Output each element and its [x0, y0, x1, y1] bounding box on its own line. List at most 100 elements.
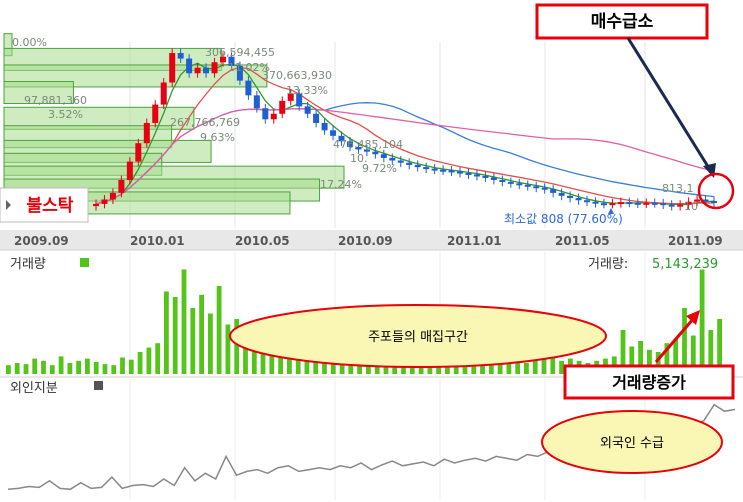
volume-bar	[699, 269, 705, 374]
moving-averages	[95, 62, 715, 206]
volume-bar	[664, 343, 670, 374]
volume-bar	[41, 360, 46, 374]
candle-body	[152, 104, 159, 123]
profile-pct-label: 13.33%	[286, 84, 328, 97]
left-tag-text: 불스탁	[27, 196, 74, 216]
volume-bar	[260, 343, 266, 374]
profile-pct-label: 3.52%	[48, 108, 83, 121]
candle-body	[194, 67, 201, 74]
volume-bar	[23, 364, 29, 374]
volume-bar	[155, 343, 161, 374]
candle-body	[228, 56, 235, 66]
volume-bar	[690, 335, 696, 374]
candle-body	[482, 175, 489, 178]
candle-body	[558, 192, 565, 196]
volume-bar	[506, 358, 512, 374]
volume-bar	[524, 363, 529, 374]
profile-value-label: 267,766,769	[170, 116, 240, 129]
volume-bar	[225, 324, 231, 374]
candle-body	[685, 201, 692, 205]
candle-body	[668, 204, 675, 207]
profile-value-label: 370,663,930	[262, 69, 332, 82]
volume-bar	[190, 308, 196, 374]
volume-bar	[638, 341, 643, 374]
volume-title: 거래량	[10, 257, 46, 272]
foreign-flow-text: 외국인 수급	[600, 436, 664, 451]
min-value-arrow-icon	[608, 208, 614, 214]
candle-body	[397, 160, 404, 163]
volume-bar	[93, 361, 99, 374]
volume-bar	[128, 359, 134, 374]
candle-body	[524, 184, 531, 187]
volume-bar	[32, 358, 38, 374]
x-tick-label: 2010.09	[338, 234, 393, 248]
volume-bar	[480, 360, 485, 374]
volume-bar	[717, 319, 722, 374]
volume-bar	[120, 357, 125, 374]
foreign-flow-ellipse	[541, 410, 723, 474]
candle-body	[389, 157, 396, 161]
candle-body	[533, 186, 540, 189]
candle-body	[490, 177, 497, 180]
x-axis-band	[0, 230, 743, 250]
candle-body	[694, 199, 701, 202]
candle-body	[355, 146, 362, 150]
ma-medium-line	[95, 66, 714, 205]
candle-body	[321, 122, 328, 131]
volume-bar	[58, 356, 64, 374]
volume-bar	[251, 338, 257, 374]
volume-bar	[181, 269, 187, 374]
candle-body	[465, 173, 472, 176]
candle-body	[567, 195, 574, 199]
profile-pct-label: 17.24%	[320, 178, 362, 191]
candle-body	[160, 82, 167, 105]
volume-current-label: 거래량:	[588, 257, 628, 272]
volume-increase-arrowhead	[686, 310, 700, 325]
volume-bar	[559, 360, 564, 374]
volume-bar	[620, 330, 626, 374]
candle-body	[313, 113, 320, 123]
volume-bar	[49, 365, 55, 374]
candlesticks	[93, 48, 717, 211]
volume-bar	[532, 358, 538, 374]
candle-body	[236, 65, 243, 81]
candle-body	[380, 154, 387, 158]
volume-bar	[208, 313, 213, 374]
candle-body	[177, 53, 184, 59]
left-tag-box	[0, 187, 89, 223]
candle-body	[660, 203, 667, 206]
volume-increase-callout-box	[563, 364, 735, 400]
candle-body	[448, 170, 455, 173]
accumulation-ellipse	[229, 304, 607, 368]
candle-body	[541, 187, 548, 190]
profile-pct-label: 9.63%	[200, 131, 235, 144]
x-tick-label: 2009.09	[14, 234, 69, 248]
volume-increase-arrow-line	[654, 317, 696, 363]
candle-body	[414, 164, 421, 168]
accumulation-text: 주포들의 매집구간	[368, 330, 468, 345]
candle-body	[702, 199, 709, 202]
candle-body	[338, 135, 345, 142]
buy-point-callout-text: 매수급소	[591, 12, 654, 32]
volume-bar	[629, 346, 635, 374]
candle-body	[440, 169, 447, 172]
x-axis-ticks: 2009.09 2010.01 2010.05 2010.09 2011.01 2011.…	[14, 234, 723, 248]
profile-pct-label: 10.	[350, 152, 368, 165]
candle-body	[143, 122, 150, 144]
volume-bar	[6, 365, 11, 374]
candle-body	[135, 143, 142, 162]
profile-pct-label: 0.00%	[12, 36, 47, 49]
volume-bar	[541, 356, 547, 374]
profile-pct-label: 10	[684, 200, 698, 213]
volume-bar	[76, 360, 81, 374]
candle-body	[457, 171, 464, 174]
candle-body	[609, 203, 616, 206]
candle-body	[423, 167, 430, 170]
candle-body	[550, 189, 557, 193]
volume-bar	[146, 347, 152, 374]
candle-body	[203, 67, 210, 74]
volume-current-value: 5,143,239	[652, 257, 718, 272]
foreign-legend-swatch	[94, 381, 103, 390]
x-tick-label: 2011.01	[447, 234, 502, 248]
